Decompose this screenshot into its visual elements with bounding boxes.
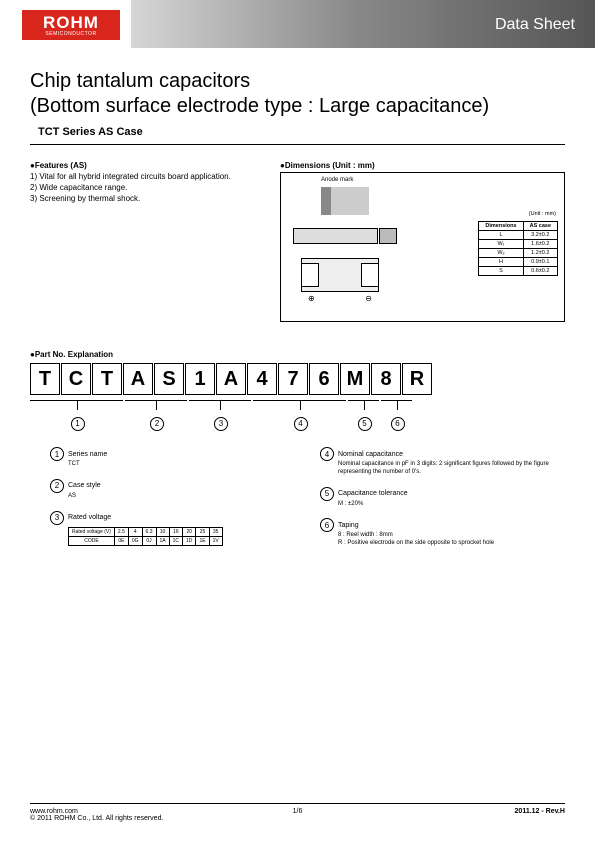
partno-char: T [92, 363, 122, 395]
partno-char: 7 [278, 363, 308, 395]
unit-label: (Unit : mm) [529, 211, 556, 217]
circle-5-icon: 5 [320, 487, 334, 501]
exp-taping: 6Taping 8 : Reel width : 8mm R : Positiv… [320, 518, 550, 548]
circle-2-icon: 2 [50, 479, 64, 493]
partno-group [348, 397, 379, 401]
partno-heading: ●Part No. Explanation [30, 350, 565, 359]
partno-groups [30, 397, 565, 401]
plus-icon: ⊕ [308, 294, 315, 303]
partno-char: 6 [309, 363, 339, 395]
partno-char: A [216, 363, 246, 395]
exp-voltage: 3Rated voltage Rated voltage (V)2.546.31… [50, 511, 280, 546]
feature-item: 1) Vital for all hybrid integrated circu… [30, 172, 260, 183]
partno-char: R [402, 363, 432, 395]
partno-section: ●Part No. Explanation TCTAS1A476M8R 1234… [0, 322, 595, 431]
logo-subtext: SEMICONDUCTOR [45, 31, 96, 37]
partno-group [253, 397, 346, 401]
explanation-section: 1Series name TCT 2Case style AS 3Rated v… [0, 431, 595, 558]
partno-boxes: TCTAS1A476M8R [30, 363, 565, 395]
dimensions-heading: ●Dimensions (Unit : mm) [280, 161, 565, 170]
circle-1-icon: 1 [50, 447, 64, 461]
anode-label: Anode mark [321, 177, 353, 183]
pad-right-icon [361, 263, 379, 287]
partno-char: 4 [247, 363, 277, 395]
shape-sideview-icon [293, 228, 378, 244]
partno-char: 1 [185, 363, 215, 395]
subtitle: TCT Series AS Case [38, 126, 565, 138]
partno-char: M [340, 363, 370, 395]
exp-capacitance: 4Nominal capacitance Nominal capacitance… [320, 447, 550, 477]
footer-url: www.rohm.com [30, 808, 163, 815]
dimensions-table: DimensionsAS case L3.2±0.2 W₁1.6±0.2 W₂1… [478, 221, 558, 276]
rohm-logo: ROHM SEMICONDUCTOR [22, 10, 120, 40]
title-area: Chip tantalum capacitors (Bottom surface… [0, 48, 595, 151]
partno-group [381, 397, 412, 401]
feature-item: 3) Screening by thermal shock. [30, 194, 260, 205]
features-list: 1) Vital for all hybrid integrated circu… [30, 172, 260, 204]
circle-6-icon: 6 [320, 518, 334, 532]
partno-group [125, 397, 187, 401]
partno-group-num: 3 [214, 417, 228, 431]
footer-rev: 2011.12 - Rev.H [515, 808, 565, 822]
features-section: ●Features (AS) 1) Vital for all hybrid i… [30, 161, 260, 322]
logo-text: ROHM [43, 14, 99, 31]
partno-group-num: 4 [294, 417, 308, 431]
shape-topview-icon [321, 187, 369, 215]
partno-char: A [123, 363, 153, 395]
exp-case: 2Case style AS [50, 479, 280, 501]
footer-page: 1/6 [293, 808, 303, 815]
exp-series: 1Series name TCT [50, 447, 280, 469]
partno-group-num: 6 [391, 417, 405, 431]
partno-char: T [30, 363, 60, 395]
footer-copyright: © 2011 ROHM Co., Ltd. All rights reserve… [30, 815, 163, 822]
partno-group-num: 2 [150, 417, 164, 431]
title-line2: (Bottom surface electrode type : Large c… [30, 95, 565, 118]
dimensions-section: ●Dimensions (Unit : mm) Anode mark ⊕ ⊖ (… [280, 161, 565, 322]
partno-char: 8 [371, 363, 401, 395]
partno-group [189, 397, 251, 401]
partno-char: C [61, 363, 91, 395]
partno-char: S [154, 363, 184, 395]
partno-group-num: 1 [71, 417, 85, 431]
header-bar: ROHM SEMICONDUCTOR Data Sheet [0, 0, 595, 48]
partno-group [30, 397, 123, 401]
footer: www.rohm.com © 2011 ROHM Co., Ltd. All r… [30, 803, 565, 822]
circle-3-icon: 3 [50, 511, 64, 525]
exp-tolerance: 5Capacitance tolerance M : ±20% [320, 487, 550, 509]
title-line1: Chip tantalum capacitors [30, 70, 565, 93]
feature-item: 2) Wide capacitance range. [30, 183, 260, 194]
circle-4-icon: 4 [320, 447, 334, 461]
rated-voltage-table: Rated voltage (V)2.546.31016202535 CODE0… [68, 527, 223, 546]
features-heading: ●Features (AS) [30, 161, 260, 170]
partno-numbers-row: 1 2 3 4 5 6 [30, 413, 565, 431]
dimensions-box: Anode mark ⊕ ⊖ (Unit : mm) DimensionsAS … [280, 172, 565, 322]
minus-icon: ⊖ [365, 294, 372, 303]
pad-left-icon [301, 263, 319, 287]
shape-side-cap-icon [379, 228, 397, 244]
partno-group-num: 5 [358, 417, 372, 431]
title-rule [30, 144, 565, 145]
shape-bottomview-icon: ⊕ ⊖ [301, 258, 379, 292]
datasheet-label: Data Sheet [495, 16, 575, 34]
